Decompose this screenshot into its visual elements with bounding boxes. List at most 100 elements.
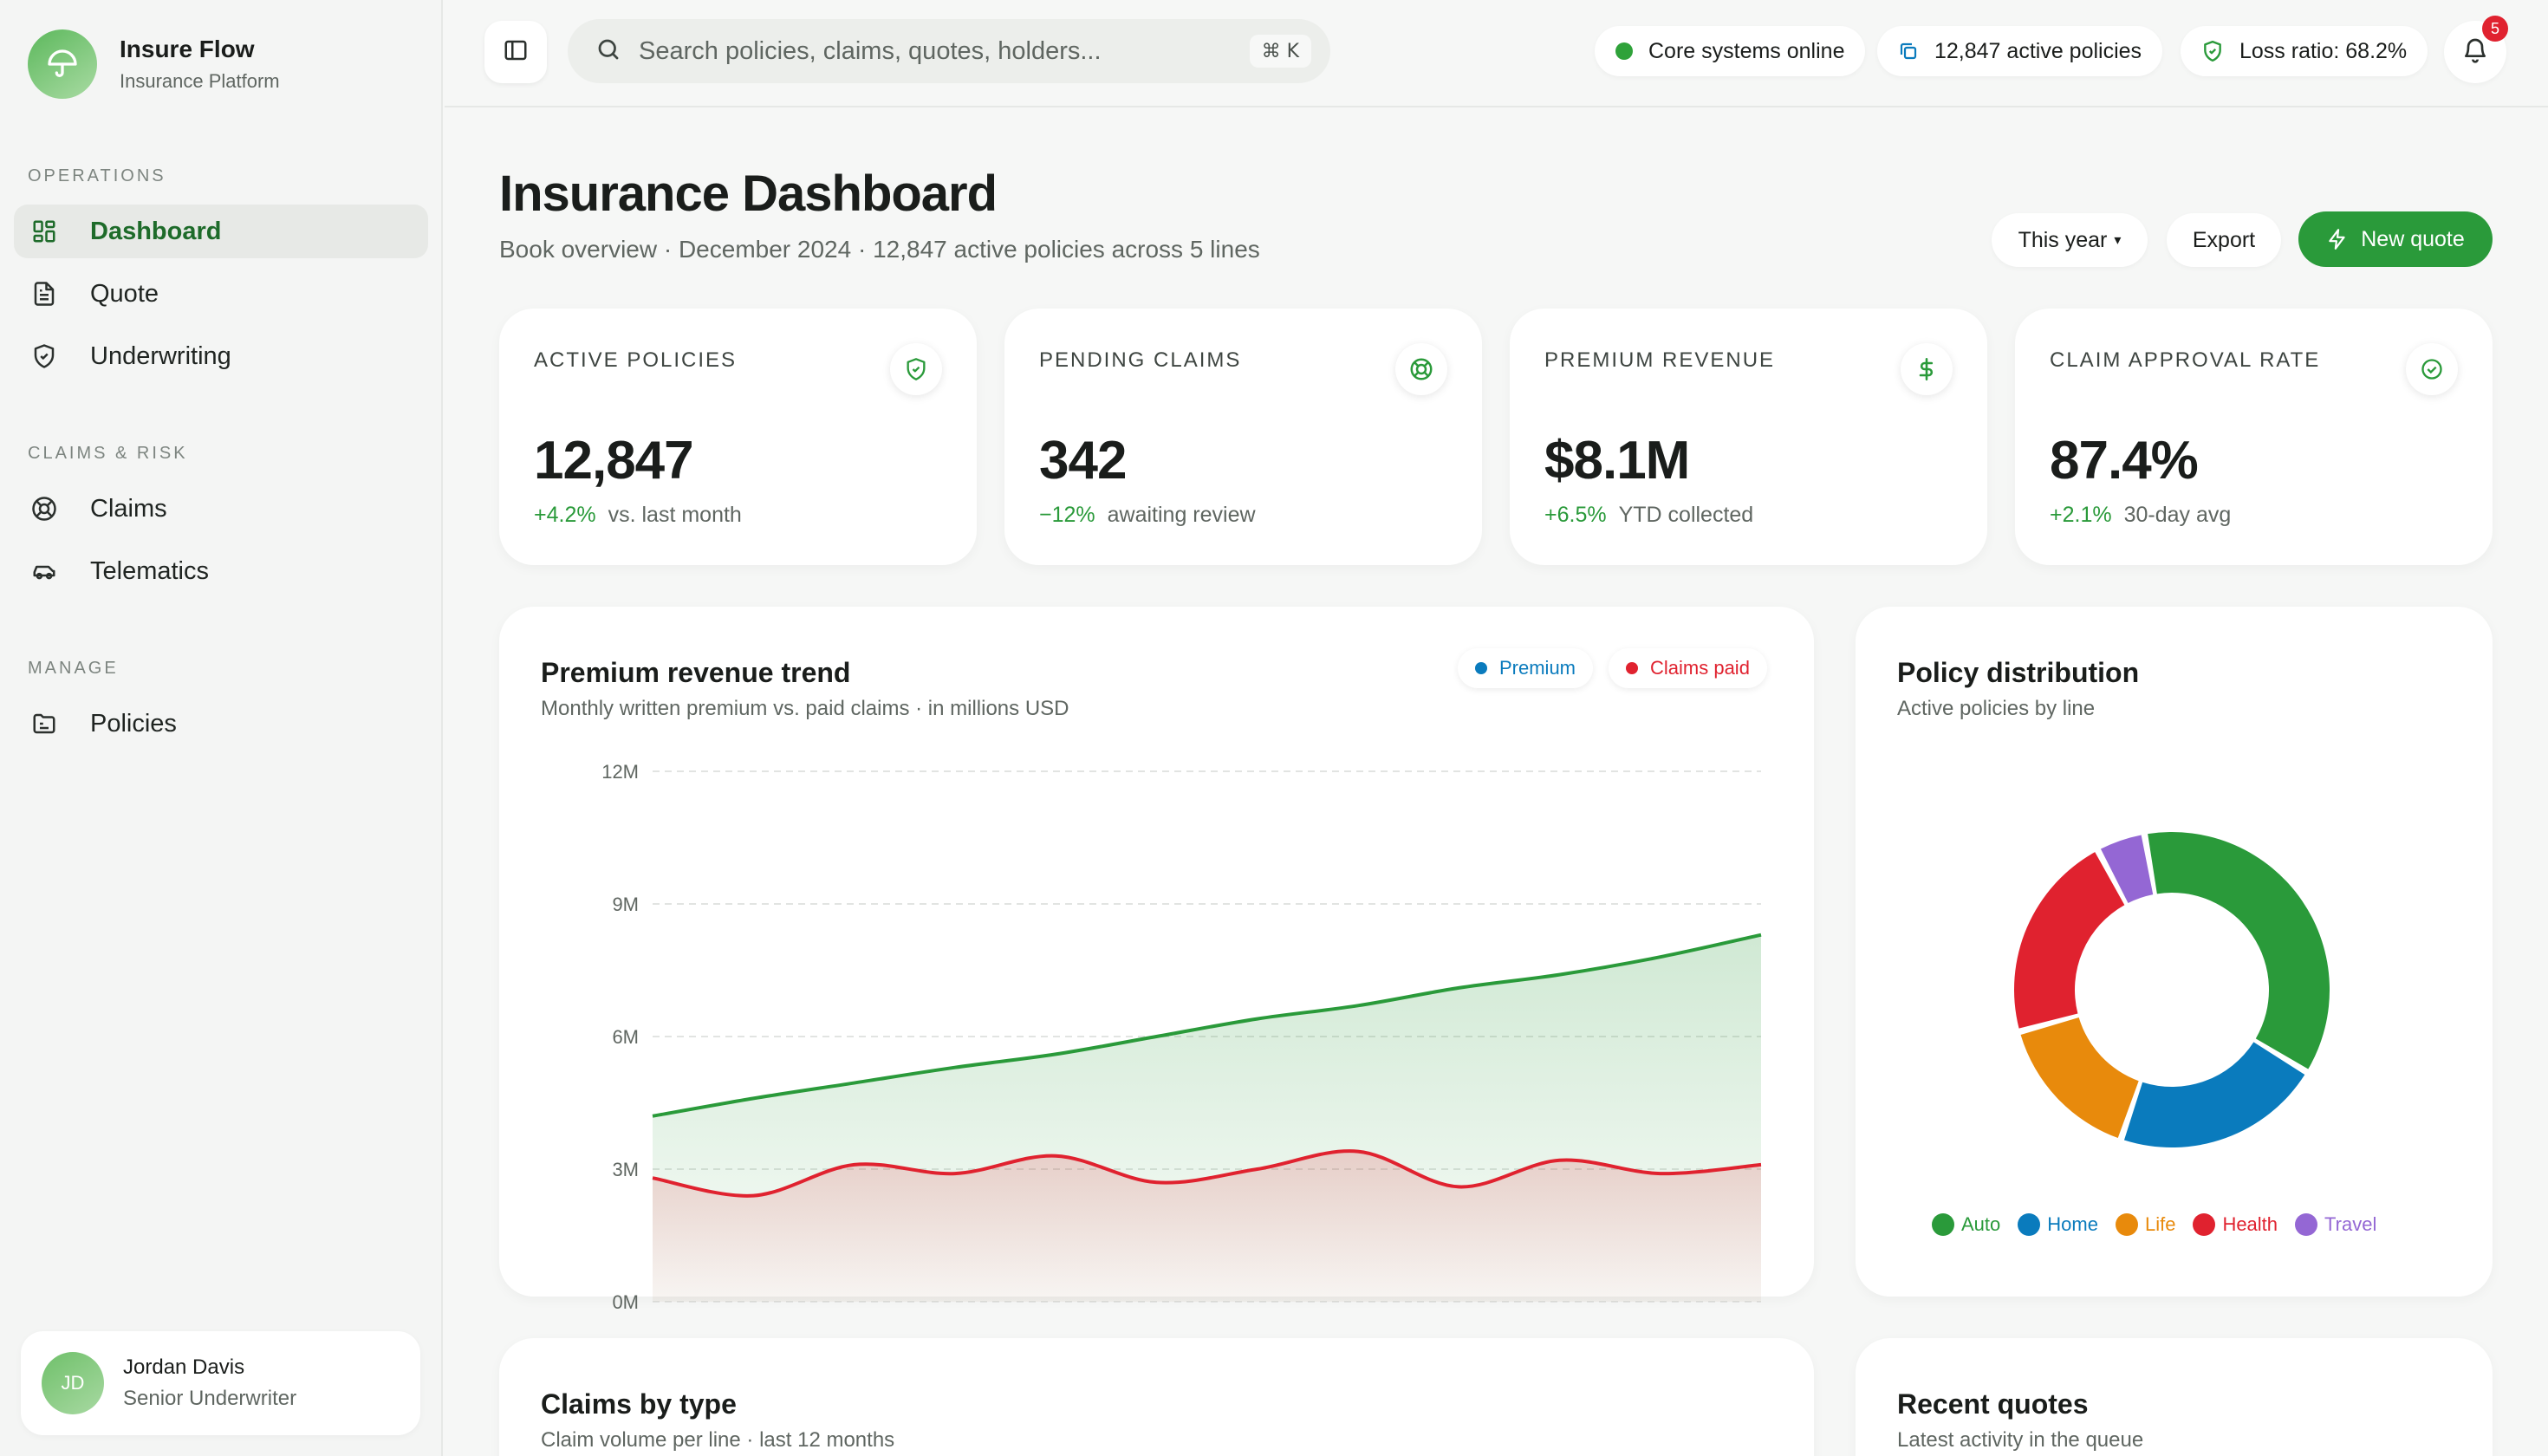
search-bar[interactable]: ⌘ K — [568, 19, 1330, 83]
kpi-value: $8.1M — [1544, 431, 1690, 491]
sidebar-item-policies[interactable]: Policies — [14, 697, 428, 751]
legend-premium-label: Premium — [1499, 657, 1576, 679]
kpi-card-pending-claims[interactable]: PENDING CLAIMS 342 −12% awaiting review — [1004, 309, 1482, 565]
kpi-note: 30-day avg — [2123, 503, 2232, 527]
nav-section-manage: MANAGE — [28, 659, 119, 678]
kpi-delta: +4.2% — [534, 503, 596, 527]
policy-distribution-card: Policy distribution Active policies by l… — [1856, 607, 2493, 1297]
search-input[interactable] — [639, 36, 1228, 66]
sidebar-item-label: Quote — [90, 279, 159, 308]
x-tick-label: Dec — [1744, 1316, 1778, 1317]
kpi-card-active-policies[interactable]: ACTIVE POLICIES 12,847 +4.2% vs. last mon… — [499, 309, 977, 565]
x-tick-label: Jul — [1245, 1316, 1270, 1317]
sidebar-toggle-button[interactable] — [484, 21, 547, 83]
legend-claims-paid[interactable]: Claims paid — [1609, 648, 1767, 688]
kpi-card-approval-rate[interactable]: CLAIM APPROVAL RATE 87.4% +2.1% 30-day av… — [2015, 309, 2493, 565]
car-icon — [29, 556, 59, 586]
period-dropdown[interactable]: This year ▾ — [1992, 213, 2148, 267]
legend-item-travel[interactable]: Travel — [2295, 1213, 2376, 1236]
avatar: JD — [42, 1352, 104, 1414]
search-icon — [595, 36, 621, 67]
legend-dot — [1626, 662, 1638, 674]
legend-item-home[interactable]: Home — [2018, 1213, 2098, 1236]
sidebar-item-label: Dashboard — [90, 217, 222, 245]
kpi-card-premium-revenue[interactable]: PREMIUM REVENUE $8.1M +6.5% YTD collected — [1510, 309, 1987, 565]
kpi-value: 12,847 — [534, 431, 694, 491]
legend-item-life[interactable]: Life — [2115, 1213, 2176, 1236]
dollar-icon — [1901, 343, 1953, 395]
legend-premium[interactable]: Premium — [1458, 648, 1594, 688]
revenue-area-chart: 0M 3M 6M 9M 12M Jan Feb Mar Apr May Jun Jul Aug Sep Oc… — [601, 761, 1778, 1317]
sidebar-item-telematics[interactable]: Telematics — [14, 544, 428, 598]
user-role: Senior Underwriter — [123, 1387, 297, 1410]
sidebar: Insure Flow Insurance Platform OPERATION… — [0, 0, 443, 1456]
distribution-chart-title: Policy distribution — [1897, 657, 2140, 688]
revenue-trend-card: Premium revenue trend Monthly written pr… — [499, 607, 1814, 1317]
export-label: Export — [2192, 227, 2256, 252]
kpi-note: awaiting review — [1107, 503, 1256, 527]
legend-dot — [2115, 1213, 2138, 1236]
revenue-chart-title: Premium revenue trend — [541, 657, 851, 688]
kpi-delta: −12% — [1039, 503, 1095, 527]
x-tick-label: Sep — [1442, 1316, 1476, 1317]
legend-dot — [2295, 1213, 2318, 1236]
kpi-label: PREMIUM REVENUE — [1544, 348, 1776, 372]
active-policies-pill[interactable]: 12,847 active policies — [1877, 26, 2163, 76]
x-tick-label: Oct — [1544, 1316, 1574, 1317]
notification-count-badge: 5 — [2482, 16, 2508, 42]
notifications-button[interactable]: 5 — [2444, 16, 2508, 83]
active-policies-text: 12,847 active policies — [1934, 38, 2142, 63]
x-tick-label: Jun — [1141, 1316, 1172, 1317]
shield-icon — [890, 343, 942, 395]
brand[interactable]: Insure Flow Insurance Platform — [28, 29, 280, 99]
sidebar-item-label: Telematics — [90, 556, 209, 585]
x-tick-label: Feb — [737, 1316, 770, 1317]
donut-slice-life — [2020, 1017, 2139, 1139]
sidebar-item-underwriting[interactable]: Underwriting — [14, 329, 428, 383]
status-text: Core systems online — [1648, 38, 1845, 63]
nav-section-operations: OPERATIONS — [28, 166, 166, 185]
x-tick-label: Jan — [637, 1316, 667, 1317]
period-label: This year — [2018, 227, 2108, 252]
loss-ratio-pill[interactable]: Loss ratio: 68.2% — [2181, 26, 2428, 76]
lightning-icon — [2326, 228, 2349, 250]
bell-icon — [2461, 36, 2489, 68]
check-circle-icon — [2406, 343, 2458, 395]
revenue-chart-subtitle: Monthly written premium vs. paid claims … — [541, 697, 1069, 720]
folder-icon — [29, 709, 59, 738]
y-tick-label: 0M — [612, 1291, 639, 1313]
brand-subtitle: Insurance Platform — [120, 70, 280, 92]
document-icon — [29, 279, 59, 309]
legend-label: Health — [2222, 1213, 2278, 1235]
x-tick-label: Mar — [838, 1316, 871, 1317]
sidebar-item-dashboard[interactable]: Dashboard — [14, 205, 428, 258]
legend-dot — [2018, 1213, 2041, 1236]
kpi-delta: +2.1% — [2050, 503, 2112, 527]
new-quote-button[interactable]: New quote — [2298, 211, 2493, 267]
status-pill[interactable]: Core systems online — [1595, 26, 1866, 76]
search-shortcut-badge: ⌘ K — [1249, 35, 1311, 68]
y-tick-label: 9M — [612, 894, 639, 915]
export-button[interactable]: Export — [2167, 213, 2281, 267]
new-quote-label: New quote — [2361, 226, 2465, 251]
lifebuoy-icon — [1395, 343, 1447, 395]
series-area-claims-paid — [653, 1151, 1761, 1302]
claims-by-type-title: Claims by type — [541, 1388, 737, 1420]
brand-name: Insure Flow — [120, 36, 255, 62]
recent-quotes-card: Recent quotes Latest activity in the que… — [1856, 1338, 2493, 1456]
legend-item-health[interactable]: Health — [2193, 1213, 2278, 1236]
shield-check-icon — [2201, 40, 2224, 62]
legend-item-auto[interactable]: Auto — [1932, 1213, 2000, 1236]
legend-label: Life — [2144, 1213, 2176, 1235]
legend-claims-label: Claims paid — [1650, 657, 1750, 679]
x-tick-label: May — [1037, 1316, 1074, 1317]
nav-section-claims-risk: CLAIMS & RISK — [28, 444, 188, 463]
policy-donut-chart — [2014, 832, 2330, 1147]
policies-copy-icon — [1898, 41, 1919, 62]
user-card[interactable]: JD Jordan Davis Senior Underwriter — [21, 1331, 420, 1435]
shield-check-icon — [29, 341, 59, 371]
legend-label: Travel — [2324, 1213, 2377, 1235]
sidebar-item-quote[interactable]: Quote — [14, 267, 428, 321]
sidebar-item-claims[interactable]: Claims — [14, 482, 428, 536]
series-line-claims-paid — [652, 1149, 1762, 1198]
